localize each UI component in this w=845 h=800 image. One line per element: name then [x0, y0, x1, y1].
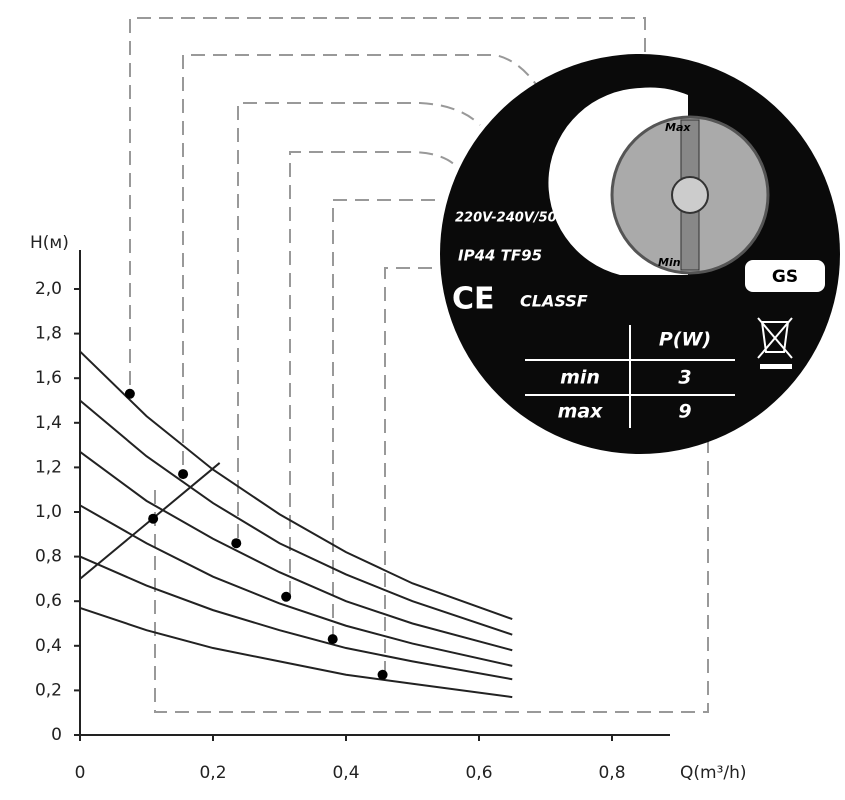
- y-tick-label: 1,0: [35, 502, 62, 522]
- curve: [79, 504, 513, 667]
- x-axis-label: Q(m³/h): [680, 763, 747, 783]
- x-tick-label: 0,6: [465, 763, 492, 783]
- point: [327, 634, 338, 645]
- curve: [79, 350, 513, 620]
- frame: [154, 430, 709, 713]
- point: [148, 513, 159, 524]
- y-tick-label: 0,2: [35, 680, 62, 700]
- y-tick-label: 1,2: [35, 457, 62, 477]
- point: [377, 669, 388, 680]
- y-tick-label: 1,6: [35, 368, 62, 388]
- y-tick-label: 0,4: [35, 636, 62, 656]
- x-tick-label: 0,2: [199, 763, 226, 783]
- max-label: Max: [665, 121, 691, 134]
- y-tick-label: 1,8: [35, 324, 62, 344]
- x-tick-label: 0,4: [332, 763, 359, 783]
- table-cell: 9: [678, 401, 691, 423]
- table-cell: max: [558, 401, 604, 423]
- label-plate: Max Min 220V-240V/50Hz IP44 TF95 CE CLAS…: [440, 54, 840, 454]
- point: [281, 591, 292, 602]
- table-header: P(W): [659, 329, 711, 351]
- weee-bar: [760, 364, 792, 369]
- x-tick-label: 0,8: [598, 763, 625, 783]
- curve: [79, 555, 513, 681]
- table-cell: min: [560, 367, 600, 389]
- x-tick-label: 0: [75, 763, 86, 783]
- y-tick-label: 2,0: [35, 279, 62, 299]
- frame: [237, 102, 481, 538]
- frame: [384, 267, 440, 675]
- point: [124, 388, 135, 399]
- y-tick-label: 0: [51, 725, 62, 745]
- point: [231, 538, 242, 549]
- min-label: Min: [658, 256, 681, 269]
- y-tick-label: 0,8: [35, 547, 62, 567]
- table-cell: 3: [678, 367, 691, 389]
- class: CLASSF: [520, 292, 588, 311]
- voltage: 220V-240V/50Hz: [455, 211, 576, 226]
- protection: IP44 TF95: [458, 247, 542, 265]
- ce-mark: CE: [452, 282, 495, 317]
- y-axis-label: H(м): [30, 233, 69, 253]
- gs-badge: [745, 260, 825, 292]
- frame: [129, 17, 646, 385]
- curve: [79, 399, 513, 636]
- curve: [79, 450, 513, 652]
- frame: [182, 54, 541, 465]
- y-tick-label: 1,4: [35, 413, 62, 433]
- gs-mark: GS: [772, 267, 798, 287]
- frame: [289, 151, 456, 595]
- y-tick-label: 0,6: [35, 591, 62, 611]
- frame: [332, 199, 440, 640]
- curve: [79, 606, 513, 699]
- weee-icon: [757, 317, 793, 359]
- dial-center: [671, 176, 709, 214]
- point: [178, 469, 189, 480]
